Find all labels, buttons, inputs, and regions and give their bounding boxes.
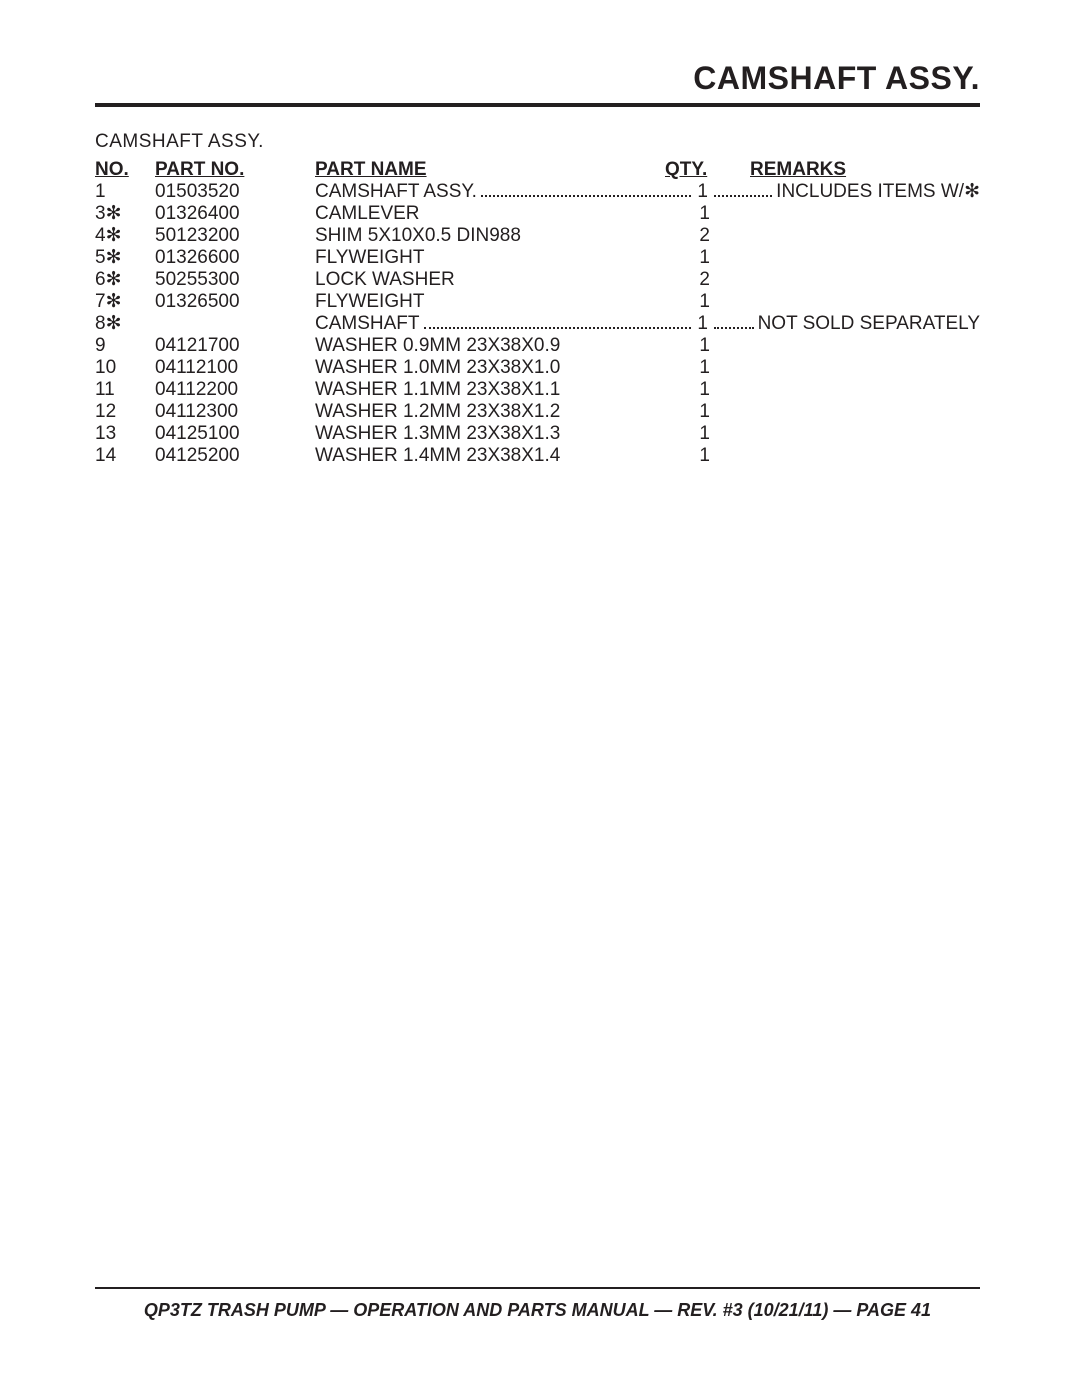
cell-qty: 1 bbox=[695, 313, 710, 335]
cell-no: 7✻ bbox=[95, 291, 155, 313]
table-row: 5✻01326600FLYWEIGHT1 bbox=[95, 247, 980, 269]
cell-no: 14 bbox=[95, 445, 155, 467]
cell-partno: 04112300 bbox=[155, 401, 315, 423]
cell-name: WASHER 1.4MM 23X38X1.4 bbox=[315, 445, 635, 467]
leader-dots bbox=[714, 327, 754, 329]
title-rule bbox=[95, 103, 980, 107]
table-row: 1404125200WASHER 1.4MM 23X38X1.41 bbox=[95, 445, 980, 467]
cell-name: CAMSHAFT ASSY. bbox=[315, 181, 477, 203]
cell-partno: 50123200 bbox=[155, 225, 315, 247]
cell-partno: 01503520 bbox=[155, 181, 315, 203]
cell-qty: 1 bbox=[635, 291, 710, 313]
cell-no: 1 bbox=[95, 181, 155, 203]
cell-remarks: INCLUDES ITEMS W/✻ bbox=[776, 181, 980, 203]
cell-qty: 1 bbox=[635, 401, 710, 423]
cell-name: SHIM 5X10X0.5 DIN988 bbox=[315, 225, 635, 247]
page-title: CAMSHAFT ASSY. bbox=[95, 60, 980, 103]
leader-dots bbox=[481, 195, 692, 197]
leader-dots bbox=[424, 327, 692, 329]
table-row: 8✻ CAMSHAFT 1 NOT SOLD SEPARATELY bbox=[95, 313, 980, 335]
cell-name: WASHER 1.0MM 23X38X1.0 bbox=[315, 357, 635, 379]
cell-qty: 1 bbox=[635, 357, 710, 379]
leader-segment: CAMSHAFT 1 bbox=[315, 313, 710, 335]
page-footer: QP3TZ TRASH PUMP — OPERATION AND PARTS M… bbox=[95, 1300, 980, 1321]
cell-partno: 50255300 bbox=[155, 269, 315, 291]
cell-remarks bbox=[710, 247, 980, 269]
cell-name: WASHER 0.9MM 23X38X0.9 bbox=[315, 335, 635, 357]
cell-qty: 1 bbox=[695, 181, 710, 203]
cell-name: WASHER 1.3MM 23X38X1.3 bbox=[315, 423, 635, 445]
cell-no: 6✻ bbox=[95, 269, 155, 291]
cell-remarks bbox=[710, 225, 980, 247]
cell-partno: 01326500 bbox=[155, 291, 315, 313]
table-row: 101503520CAMSHAFT ASSY.1INCLUDES ITEMS W… bbox=[95, 181, 980, 203]
cell-qty: 1 bbox=[635, 423, 710, 445]
table-row: 6✻50255300LOCK WASHER2 bbox=[95, 269, 980, 291]
cell-partno: 04112200 bbox=[155, 379, 315, 401]
cell-remarks bbox=[710, 379, 980, 401]
cell-qty: 1 bbox=[635, 335, 710, 357]
leader-segment: CAMSHAFT ASSY. 1 bbox=[315, 181, 710, 203]
table-row: 1304125100WASHER 1.3MM 23X38X1.31 bbox=[95, 423, 980, 445]
footer-rule bbox=[95, 1287, 980, 1289]
cell-remarks bbox=[710, 423, 980, 445]
cell-no: 9 bbox=[95, 335, 155, 357]
table-row: 7✻01326500FLYWEIGHT1 bbox=[95, 291, 980, 313]
cell-name: WASHER 1.2MM 23X38X1.2 bbox=[315, 401, 635, 423]
table-row: 1004112100WASHER 1.0MM 23X38X1.01 bbox=[95, 357, 980, 379]
col-header-no: NO. bbox=[95, 159, 155, 181]
table-row: 1204112300WASHER 1.2MM 23X38X1.21 bbox=[95, 401, 980, 423]
cell-remarks bbox=[710, 203, 980, 225]
cell-qty: 2 bbox=[635, 269, 710, 291]
col-header-name: PART NAME bbox=[315, 159, 635, 181]
cell-remarks: NOT SOLD SEPARATELY bbox=[758, 313, 980, 335]
col-header-qty: QTY. bbox=[635, 159, 710, 181]
cell-name: FLYWEIGHT bbox=[315, 291, 635, 313]
leader-segment: NOT SOLD SEPARATELY bbox=[710, 313, 980, 335]
col-header-remarks: REMARKS bbox=[710, 159, 980, 181]
leader-dots bbox=[714, 195, 772, 197]
cell-partno: 04121700 bbox=[155, 335, 315, 357]
section-subtitle: CAMSHAFT ASSY. bbox=[95, 131, 980, 153]
leader-segment: INCLUDES ITEMS W/✻ bbox=[710, 181, 980, 203]
cell-name: WASHER 1.1MM 23X38X1.1 bbox=[315, 379, 635, 401]
page-content: CAMSHAFT ASSY. CAMSHAFT ASSY. NO. PART N… bbox=[95, 60, 980, 467]
cell-no: 12 bbox=[95, 401, 155, 423]
table-row: 1104112200WASHER 1.1MM 23X38X1.11 bbox=[95, 379, 980, 401]
cell-partno: 04125200 bbox=[155, 445, 315, 467]
col-header-partno: PART NO. bbox=[155, 159, 315, 181]
cell-no: 4✻ bbox=[95, 225, 155, 247]
parts-table: NO. PART NO. PART NAME QTY. REMARKS 1015… bbox=[95, 159, 980, 467]
cell-no: 3✻ bbox=[95, 203, 155, 225]
cell-no: 5✻ bbox=[95, 247, 155, 269]
cell-name: FLYWEIGHT bbox=[315, 247, 635, 269]
cell-qty: 2 bbox=[635, 225, 710, 247]
cell-name: CAMSHAFT bbox=[315, 313, 420, 335]
cell-qty: 1 bbox=[635, 247, 710, 269]
cell-qty: 1 bbox=[635, 445, 710, 467]
cell-remarks bbox=[710, 401, 980, 423]
cell-no: 8✻ bbox=[95, 313, 155, 335]
table-row: 904121700WASHER 0.9MM 23X38X0.91 bbox=[95, 335, 980, 357]
cell-qty: 1 bbox=[635, 203, 710, 225]
cell-no: 11 bbox=[95, 379, 155, 401]
cell-remarks bbox=[710, 291, 980, 313]
cell-partno: 01326600 bbox=[155, 247, 315, 269]
cell-qty: 1 bbox=[635, 379, 710, 401]
cell-partno: 04125100 bbox=[155, 423, 315, 445]
cell-no: 13 bbox=[95, 423, 155, 445]
table-header-row: NO. PART NO. PART NAME QTY. REMARKS bbox=[95, 159, 980, 181]
table-row: 3✻01326400CAMLEVER1 bbox=[95, 203, 980, 225]
cell-partno: 04112100 bbox=[155, 357, 315, 379]
cell-no: 10 bbox=[95, 357, 155, 379]
cell-name: LOCK WASHER bbox=[315, 269, 635, 291]
cell-remarks bbox=[710, 335, 980, 357]
cell-remarks bbox=[710, 357, 980, 379]
cell-remarks bbox=[710, 269, 980, 291]
cell-name: CAMLEVER bbox=[315, 203, 635, 225]
cell-partno: 01326400 bbox=[155, 203, 315, 225]
cell-remarks bbox=[710, 445, 980, 467]
table-row: 4✻50123200SHIM 5X10X0.5 DIN9882 bbox=[95, 225, 980, 247]
